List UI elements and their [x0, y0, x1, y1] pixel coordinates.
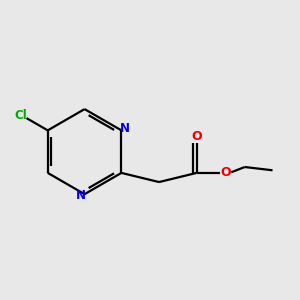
Text: O: O: [221, 166, 231, 179]
Text: N: N: [76, 189, 85, 202]
Text: Cl: Cl: [14, 109, 27, 122]
Text: N: N: [120, 122, 130, 135]
Text: O: O: [192, 130, 202, 143]
